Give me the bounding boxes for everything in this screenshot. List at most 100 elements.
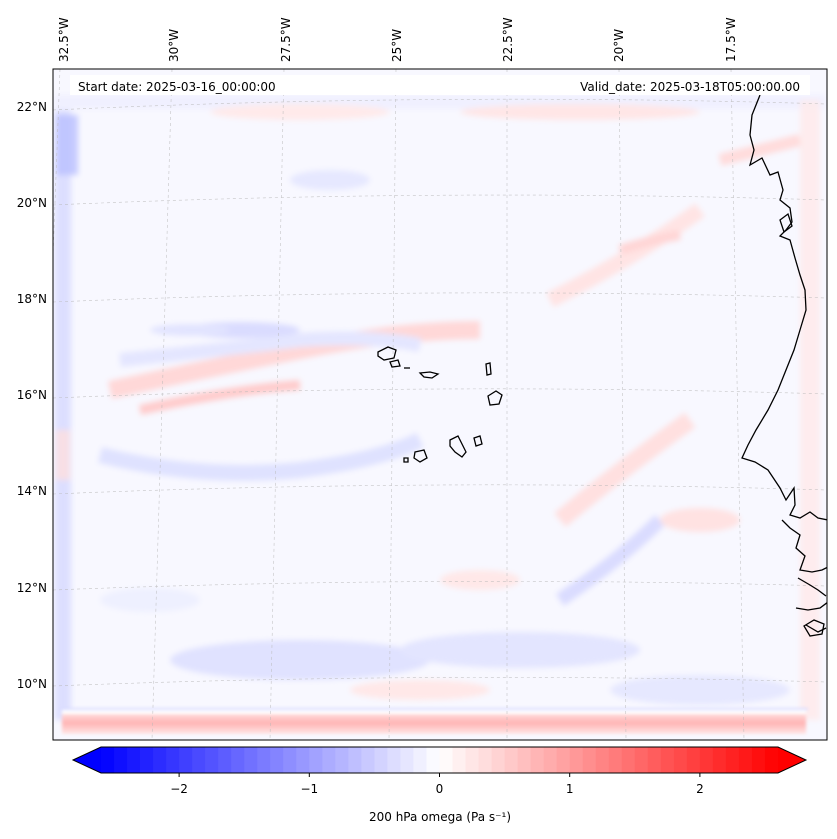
colorbar-segment (608, 747, 623, 773)
colorbar-segment (504, 747, 519, 773)
colorbar-segment (374, 747, 389, 773)
colorbar-segment (296, 747, 310, 773)
colorbar-tick-label: 1 (566, 782, 574, 796)
colorbar-segment (101, 747, 115, 773)
colorbar-segment (634, 747, 649, 773)
colorbar-tick-label: −2 (170, 782, 188, 796)
colorbar-segment (335, 747, 349, 773)
colorbar-segments (101, 747, 779, 773)
lat-label: 22°N (17, 100, 47, 114)
colorbar-segment (712, 747, 727, 773)
island-boa-vista (487, 390, 503, 406)
colorbar-segment (140, 747, 154, 773)
colorbar-segment (673, 747, 688, 773)
colorbar-segment (179, 747, 193, 773)
colorbar-segment (439, 747, 454, 773)
colorbar-segment (647, 747, 662, 773)
colorbar-segment (192, 747, 206, 773)
lat-label: 18°N (17, 292, 47, 306)
african-coastline (741, 94, 827, 633)
colorbar-segment (283, 747, 297, 773)
colorbar-outline (71, 746, 808, 774)
colorbar-segment (751, 747, 766, 773)
colorbar: −2 −1 0 1 2 200 hPa omega (Pa s⁻¹) (71, 746, 808, 824)
coast-detail-b (803, 619, 825, 637)
colorbar-segment (543, 747, 558, 773)
colorbar-segment (582, 747, 597, 773)
colorbar-segment (699, 747, 714, 773)
colorbar-tick-label: −1 (300, 782, 318, 796)
colorbar-segment (218, 747, 232, 773)
lon-label: 32.5°W (57, 17, 71, 62)
colorbar-segment (452, 747, 467, 773)
colorbar-segment (660, 747, 675, 773)
colorbar-segment (517, 747, 532, 773)
lon-label: 27.5°W (279, 17, 293, 62)
lat-labels: 22°N 20°N 18°N 16°N 14°N 12°N 10°N (17, 100, 47, 691)
island-sal (485, 362, 492, 376)
colorbar-segment (764, 747, 779, 773)
colorbar-segment (491, 747, 506, 773)
colorbar-segment (478, 747, 493, 773)
lat-label: 16°N (17, 388, 47, 402)
lat-label: 10°N (17, 677, 47, 691)
header-box (70, 75, 810, 95)
colorbar-segment (348, 747, 362, 773)
island-sao-nicolau (418, 371, 440, 379)
colorbar-segment (595, 747, 610, 773)
lon-label: 20°W (612, 29, 626, 62)
colorbar-segment (725, 747, 740, 773)
colorbar-segment (244, 747, 258, 773)
omega-field (55, 95, 825, 720)
colorbar-segment (530, 747, 545, 773)
map-panel (53, 69, 827, 740)
colorbar-segment (322, 747, 336, 773)
colorbar-segment (686, 747, 701, 773)
colorbar-segment (127, 747, 141, 773)
colorbar-segment (465, 747, 480, 773)
island-santo-antao (377, 346, 397, 361)
colorbar-segment (426, 747, 441, 773)
bottom-boundary-band (60, 708, 808, 734)
graticule (53, 69, 827, 740)
lon-labels: 32.5°W 30°W 27.5°W 25°W 22.5°W 20°W 17.5… (57, 17, 738, 62)
colorbar-tick-label: 0 (436, 782, 444, 796)
island-fogo (413, 449, 428, 463)
colorbar-segment (153, 747, 167, 773)
colorbar-segment (738, 747, 753, 773)
colorbar-segment (361, 747, 375, 773)
lon-label: 30°W (167, 29, 181, 62)
colorbar-segment (569, 747, 584, 773)
lat-label: 12°N (17, 581, 47, 595)
lon-label: 25°W (390, 29, 404, 62)
coastlines (377, 94, 827, 637)
lon-label: 17.5°W (724, 17, 738, 62)
colorbar-segment (166, 747, 180, 773)
colorbar-segment (621, 747, 636, 773)
island-sao-vicente (389, 359, 401, 368)
colorbar-segment (205, 747, 219, 773)
valid-date-label: Valid_date: 2025-03-18T05:00:00.00 (580, 80, 800, 94)
colorbar-segment (114, 747, 128, 773)
colorbar-min-extend-arrow (73, 747, 101, 773)
island-brava (403, 457, 409, 463)
colorbar-max-extend-arrow (778, 747, 806, 773)
colorbar-segment (257, 747, 271, 773)
colorbar-title: 200 hPa omega (Pa s⁻¹) (369, 810, 511, 824)
colorbar-segment (556, 747, 571, 773)
colorbar-segment (413, 747, 428, 773)
lat-label: 14°N (17, 484, 47, 498)
coast-detail-a (779, 212, 793, 234)
colorbar-segment (231, 747, 245, 773)
colorbar-segment (309, 747, 323, 773)
colorbar-segment (400, 747, 415, 773)
colorbar-segment (270, 747, 284, 773)
lat-label: 20°N (17, 196, 47, 210)
island-maio (473, 435, 483, 447)
island-santiago (449, 435, 467, 458)
colorbar-segment (387, 747, 402, 773)
lon-label: 22.5°W (501, 17, 515, 62)
colorbar-ticks: −2 −1 0 1 2 (170, 773, 704, 796)
colorbar-tick-label: 2 (696, 782, 704, 796)
